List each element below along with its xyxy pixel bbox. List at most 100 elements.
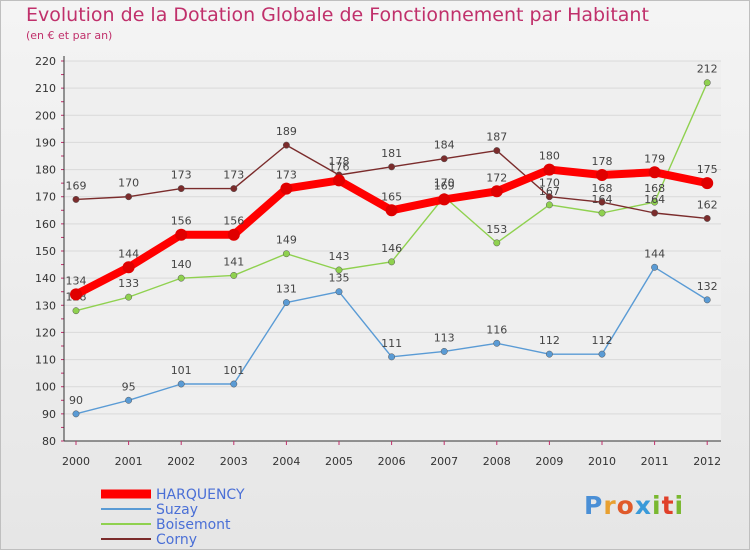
data-label-corny: 173	[223, 169, 244, 182]
data-label-corny: 169	[66, 179, 87, 192]
data-label-harquency: 173	[276, 169, 297, 182]
data-label-boisemont: 141	[223, 255, 244, 268]
data-point-harquency	[385, 204, 398, 217]
data-point-boisemont	[545, 201, 553, 209]
data-label-suzay: 95	[122, 380, 136, 393]
data-point-suzay	[125, 396, 133, 404]
chart-subtitle: (en € et par an)	[26, 29, 113, 42]
data-label-harquency: 144	[118, 247, 139, 260]
data-label-suzay: 90	[69, 394, 83, 407]
legend-label-suzay: Suzay	[156, 502, 198, 518]
data-label-boisemont: 149	[276, 234, 297, 247]
data-label-harquency: 134	[66, 274, 87, 287]
data-point-boisemont	[388, 258, 396, 266]
data-label-corny: 170	[539, 177, 560, 190]
data-point-boisemont	[230, 271, 238, 279]
y-tick-label: 130	[35, 299, 56, 312]
data-point-suzay	[72, 410, 80, 418]
data-point-corny	[72, 195, 80, 203]
data-point-suzay	[651, 263, 659, 271]
data-label-suzay: 101	[171, 364, 192, 377]
data-label-suzay: 131	[276, 283, 297, 296]
data-point-boisemont	[703, 79, 711, 87]
data-point-boisemont	[177, 274, 185, 282]
x-tick-label: 2010	[588, 455, 616, 468]
x-tick-label: 2011	[641, 455, 669, 468]
data-point-suzay	[230, 380, 238, 388]
x-tick-label: 2002	[167, 455, 195, 468]
y-tick-label: 170	[35, 191, 56, 204]
data-label-corny: 184	[434, 139, 455, 152]
data-label-suzay: 101	[223, 364, 244, 377]
x-tick-label: 2012	[693, 455, 721, 468]
data-label-boisemont: 143	[329, 250, 350, 263]
data-point-boisemont	[125, 293, 133, 301]
y-tick-label: 210	[35, 82, 56, 95]
data-point-corny	[230, 185, 238, 193]
chart-title: Evolution de la Dotation Globale de Fonc…	[26, 4, 649, 26]
data-point-harquency	[543, 163, 556, 176]
data-label-corny: 162	[697, 198, 718, 211]
data-point-suzay	[335, 288, 343, 296]
y-tick-label: 120	[35, 326, 56, 339]
data-point-corny	[545, 193, 553, 201]
data-point-suzay	[598, 350, 606, 358]
data-label-corny: 170	[118, 177, 139, 190]
data-label-suzay: 132	[697, 280, 718, 293]
y-tick-label: 110	[35, 354, 56, 367]
data-label-harquency: 156	[223, 215, 244, 228]
data-label-boisemont: 168	[644, 182, 665, 195]
y-tick-label: 200	[35, 109, 56, 122]
y-tick-label: 80	[42, 435, 56, 448]
data-point-corny	[493, 147, 501, 155]
data-point-corny	[598, 198, 606, 206]
data-point-harquency	[175, 228, 188, 241]
data-label-harquency: 156	[171, 215, 192, 228]
proxiti-logo: Proxiti	[584, 491, 685, 520]
data-point-harquency	[490, 185, 503, 198]
data-point-boisemont	[598, 209, 606, 217]
x-tick-label: 2008	[483, 455, 511, 468]
data-point-corny	[440, 155, 448, 163]
data-label-boisemont: 140	[171, 258, 192, 271]
y-tick-label: 90	[42, 408, 56, 421]
data-label-suzay: 144	[644, 247, 665, 260]
data-label-suzay: 116	[486, 323, 507, 336]
data-point-corny	[282, 141, 290, 149]
data-point-suzay	[545, 350, 553, 358]
y-tick-label: 140	[35, 272, 56, 285]
data-label-harquency: 165	[381, 190, 402, 203]
x-tick-label: 2004	[272, 455, 300, 468]
data-point-boisemont	[335, 266, 343, 274]
data-label-harquency: 180	[539, 150, 560, 163]
data-point-suzay	[177, 380, 185, 388]
data-label-suzay: 135	[329, 272, 350, 285]
data-label-suzay: 111	[381, 337, 402, 350]
data-point-suzay	[493, 339, 501, 347]
data-label-boisemont: 133	[118, 277, 139, 290]
x-tick-label: 2003	[220, 455, 248, 468]
data-point-harquency	[280, 182, 293, 195]
data-point-suzay	[282, 299, 290, 307]
legend-label-corny: Corny	[156, 532, 197, 548]
data-point-harquency	[227, 228, 240, 241]
data-label-boisemont: 212	[697, 63, 718, 76]
data-label-suzay: 112	[539, 334, 560, 347]
data-label-suzay: 113	[434, 331, 455, 344]
data-point-harquency	[70, 288, 82, 301]
data-label-harquency: 178	[592, 155, 613, 168]
data-point-corny	[388, 163, 396, 171]
y-tick-label: 160	[35, 218, 56, 231]
data-label-corny: 173	[171, 169, 192, 182]
data-label-corny: 178	[329, 155, 350, 168]
data-label-boisemont: 146	[381, 242, 402, 255]
data-label-boisemont: 167	[539, 185, 560, 198]
legend-label-boisemont: Boisemont	[156, 517, 231, 533]
data-point-harquency	[701, 177, 714, 190]
data-point-suzay	[703, 296, 711, 304]
data-label-harquency: 176	[329, 160, 350, 173]
data-label-corny: 187	[486, 131, 507, 144]
data-label-corny: 189	[276, 125, 297, 138]
x-tick-label: 2001	[115, 455, 143, 468]
